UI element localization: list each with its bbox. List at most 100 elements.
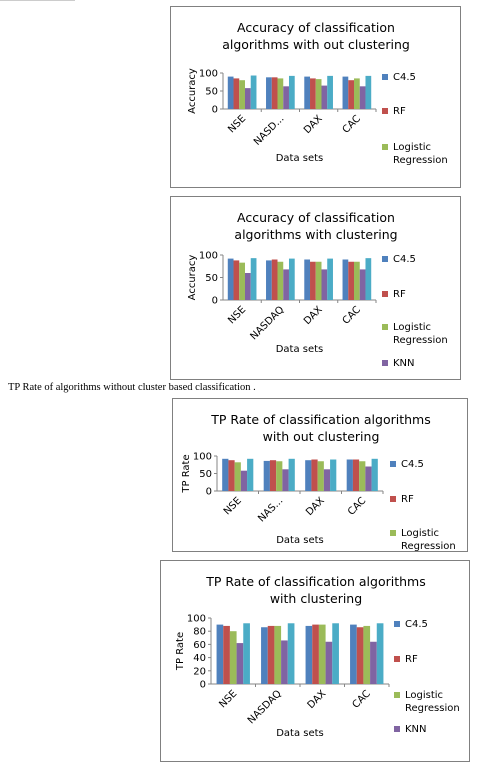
legend-swatch <box>394 692 400 698</box>
bar <box>348 80 355 109</box>
bar <box>288 75 295 109</box>
y-tick-label: 50 <box>205 273 218 284</box>
plot: 0 50 100 NSE NASDAQ DAX CAC Data sets Accuracy <box>187 251 377 355</box>
bar <box>239 80 245 109</box>
y-axis-label: Accuracy <box>187 255 198 301</box>
bar <box>359 269 366 300</box>
chart: 0 50 100 NSE NASDAQ DAX CAC Data sets Accuracy Ac… <box>170 196 461 380</box>
bar <box>321 269 328 300</box>
bar <box>250 258 257 300</box>
y-tick-label: 100 <box>199 69 218 80</box>
y-tick-label: 50 <box>205 87 218 98</box>
legend-entry: KNN <box>382 357 455 370</box>
bar <box>223 625 230 684</box>
bar <box>327 75 333 109</box>
bar <box>354 261 360 300</box>
x-tick-label: NASDAQ <box>246 688 284 726</box>
legend-swatch <box>382 74 388 80</box>
y-tick-label: 100 <box>193 452 212 463</box>
bar <box>227 76 234 109</box>
bar <box>274 625 282 684</box>
x-tick-label: DAX <box>306 688 329 711</box>
y-tick-label: 0 <box>200 680 206 691</box>
bar <box>236 643 244 684</box>
bar <box>348 261 355 300</box>
x-tick-label: NASDAQ <box>249 304 287 342</box>
x-axis-label: Data sets <box>276 153 324 164</box>
x-tick-label: CAC <box>350 688 372 710</box>
legend-swatch <box>382 291 388 297</box>
bar <box>266 260 272 300</box>
x-tick-label: NASD... <box>252 113 287 148</box>
legend-entry: RF <box>382 288 455 301</box>
legend-entry: C4.5 <box>382 253 455 266</box>
legend-entry: Logistic Regression <box>382 141 455 167</box>
y-tick-label: 60 <box>193 640 206 651</box>
bar <box>228 460 235 491</box>
bar <box>269 460 277 491</box>
bar <box>239 262 245 300</box>
x-tick-label: NSE <box>226 113 248 135</box>
bar <box>376 623 384 684</box>
x-tick-label: NSE <box>226 304 248 326</box>
bar <box>352 459 360 491</box>
plot: 0 50 100 NSE NAS... DAX CAC Data sets TP Rate <box>181 452 384 546</box>
legend-swatch <box>390 461 396 467</box>
bar <box>342 76 349 109</box>
bar <box>282 469 289 491</box>
y-tick-label: 40 <box>193 653 206 664</box>
bar <box>229 631 237 684</box>
legend-entry: RF <box>382 105 455 118</box>
bar <box>354 78 360 109</box>
bar <box>356 627 364 684</box>
y-tick-label: 0 <box>212 105 218 116</box>
chart: 0 50 100 NSE NASD... DAX CAC Data sets Accuracy A… <box>170 6 461 188</box>
bar <box>365 75 372 109</box>
bar <box>346 459 353 491</box>
legend-entry: KNN <box>394 723 467 736</box>
legend-swatch <box>394 656 400 662</box>
bar <box>325 641 333 684</box>
legend-swatch <box>390 496 396 502</box>
legend-swatch <box>382 256 388 262</box>
bar <box>315 79 322 109</box>
y-axis-label: TP Rate <box>181 454 192 493</box>
legend-entry: C4.5 <box>394 618 467 631</box>
y-axis-label: Accuracy <box>187 68 198 114</box>
legend-swatch <box>390 530 396 536</box>
bar <box>283 86 289 109</box>
legend-swatch <box>382 108 388 114</box>
bar <box>317 461 324 491</box>
bar <box>332 623 339 684</box>
x-tick-label: CAC <box>341 304 363 326</box>
bar <box>363 625 371 684</box>
y-tick-label: 0 <box>206 487 212 498</box>
bar <box>233 78 240 109</box>
bar <box>321 85 328 109</box>
bar <box>311 459 318 491</box>
chart: 0 50 100 NSE NAS... DAX CAC Data sets TP Rate TP … <box>172 398 468 552</box>
bar <box>315 261 322 300</box>
bar <box>283 269 289 300</box>
legend-entry: RF <box>394 653 467 666</box>
bar <box>233 260 240 300</box>
bar <box>359 86 366 109</box>
bar <box>266 77 272 109</box>
bar <box>243 623 250 684</box>
y-tick-label: 80 <box>193 627 206 638</box>
bar <box>244 88 251 109</box>
bar <box>370 641 377 684</box>
bar <box>305 460 312 491</box>
bar <box>281 640 288 684</box>
bar <box>271 259 278 300</box>
bar <box>327 258 333 300</box>
chart-title: Accuracy of classification algorithms wi… <box>234 210 398 242</box>
chart-title: TP Rate of classification algorithms wit… <box>206 574 426 606</box>
bar <box>288 258 295 300</box>
bar <box>371 458 378 491</box>
rule <box>0 0 75 1</box>
bar <box>287 623 295 684</box>
x-axis-label: Data sets <box>276 535 324 546</box>
bar <box>365 258 372 300</box>
plot: 0 50 100 NSE NASD... DAX CAC Data sets Accuracy <box>187 68 377 164</box>
